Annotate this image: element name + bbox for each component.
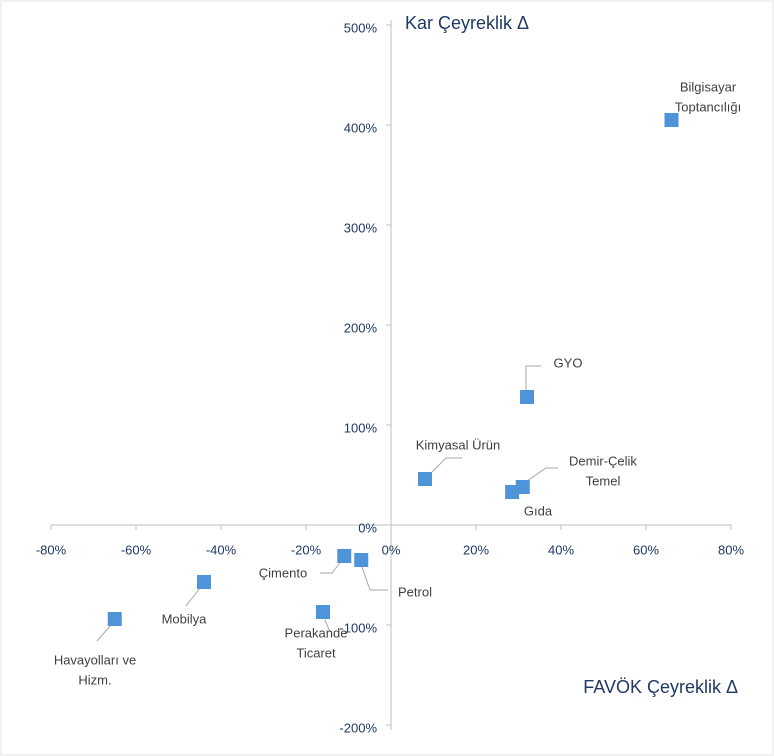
x-tick-label: -80%: [36, 542, 67, 557]
point-label: Mobilya: [162, 611, 208, 626]
point-label: Toptancılığı: [675, 99, 742, 114]
x-tick-label: -40%: [206, 542, 237, 557]
point-label: Perakande: [285, 625, 348, 640]
x-tick-label: 40%: [548, 542, 574, 557]
point: [197, 575, 211, 589]
point: [520, 390, 534, 404]
leader-line: [429, 457, 462, 475]
leader-line: [361, 566, 388, 591]
point-label: GYO: [554, 355, 583, 370]
x-tick-label: 20%: [463, 542, 489, 557]
point: [316, 605, 330, 619]
x-tick-label: 80%: [718, 542, 744, 557]
leader-line: [525, 365, 541, 390]
x-tick-label: -60%: [121, 542, 152, 557]
y-tick-label: 200%: [344, 320, 378, 335]
point: [107, 612, 122, 626]
point-label: Kimyasal Ürün: [416, 437, 501, 452]
leader-line: [96, 623, 113, 642]
leader-line: [526, 467, 558, 482]
leader-line: [324, 619, 331, 633]
point-label: Petrol: [398, 584, 432, 599]
y-tick-label: -200%: [339, 720, 377, 735]
x-axis-title: FAVÖK Çeyreklik Δ: [583, 677, 738, 697]
point: [664, 113, 679, 127]
y-tick-label: -100%: [339, 620, 377, 635]
point: [505, 485, 520, 499]
y-tick-label: 100%: [344, 420, 378, 435]
point-label: Havayolları ve: [54, 652, 136, 667]
point-label: Bilgisayar: [680, 79, 737, 94]
y-axis-title: Kar Çeyreklik Δ: [405, 13, 529, 33]
point: [418, 472, 432, 486]
point-label: Hizm.: [78, 672, 111, 687]
x-tick-label: 0%: [382, 542, 401, 557]
y-tick-label: 300%: [344, 220, 378, 235]
y-tick-label: 500%: [344, 20, 378, 35]
x-tick-label: 60%: [633, 542, 659, 557]
point: [515, 480, 530, 494]
point-label: Ticaret: [296, 645, 336, 660]
point-label: Çimento: [259, 565, 307, 580]
point: [337, 549, 352, 563]
point-label: Gıda: [524, 503, 553, 518]
leader-line: [320, 559, 343, 574]
point: [354, 553, 369, 567]
point-label: Temel: [586, 473, 621, 488]
leader-line: [185, 587, 201, 607]
y-tick-label: 0%: [358, 520, 377, 535]
y-tick-label: 400%: [344, 120, 378, 135]
x-tick-label: -20%: [291, 542, 322, 557]
point-label: Demir-Çelik: [569, 453, 637, 468]
